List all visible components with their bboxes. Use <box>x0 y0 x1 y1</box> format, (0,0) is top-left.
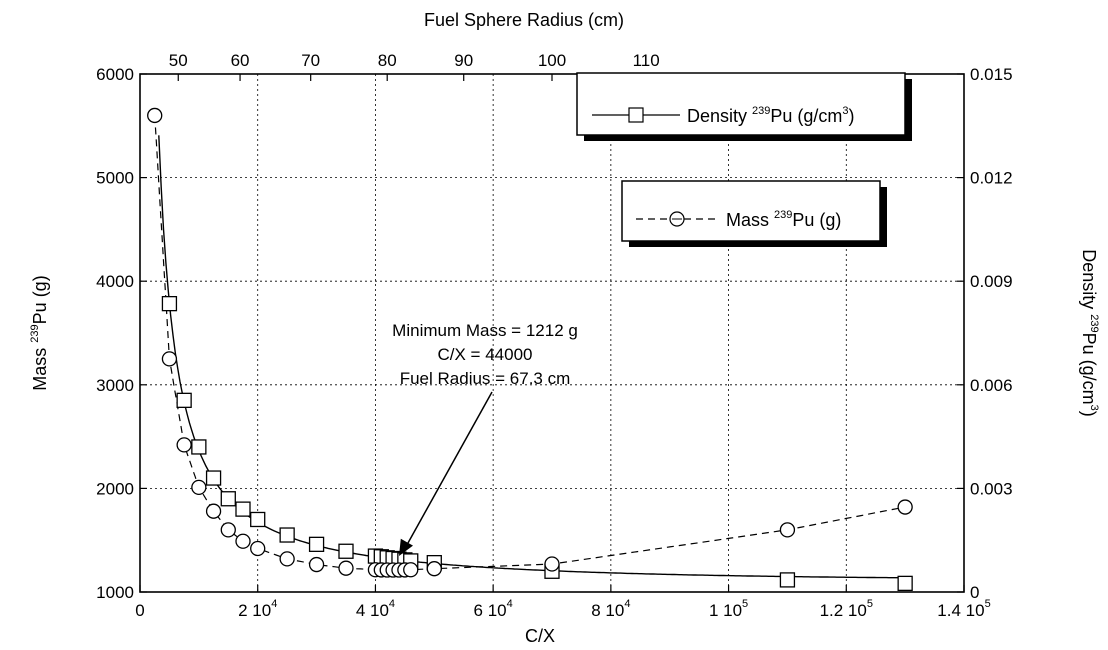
mass-point <box>544 556 560 572</box>
legend-square-marker <box>628 107 644 123</box>
y-left-tick-label: 6000 <box>96 65 134 84</box>
y-right-tick-label: 0 <box>970 583 979 602</box>
mass-point <box>779 522 796 538</box>
x-tick-label: 6 104 <box>474 598 513 620</box>
mass-point <box>403 562 419 578</box>
legend-mass: Mass 239Pu (g) <box>621 180 887 247</box>
density-point <box>250 511 266 528</box>
svg-text:Minimum Mass = 1212 g: Minimum Mass = 1212 g <box>392 321 578 340</box>
y-right-tick-label: 0.015 <box>970 65 1013 84</box>
x-tick-label: 1.4 105 <box>937 598 990 620</box>
mass-point <box>147 107 163 124</box>
x-tick-label: 0 <box>135 601 144 620</box>
y-right-tick-label: 0.012 <box>970 169 1013 188</box>
y-left-tick-label: 4000 <box>96 272 134 291</box>
y-left-axis-title: Mass 239Pu (g) <box>29 275 50 390</box>
density-point <box>161 295 178 312</box>
x-tick-label: 4 104 <box>356 598 395 620</box>
density-point <box>220 491 236 507</box>
svg-text:C/X = 44000: C/X = 44000 <box>438 345 533 364</box>
annotation-arrowhead <box>398 538 413 557</box>
top-tick-label: 70 <box>301 51 320 70</box>
x-tick-label: 1 105 <box>709 598 748 620</box>
mass-point <box>897 499 913 515</box>
density-point <box>235 501 251 517</box>
mass-point <box>426 561 442 577</box>
top-tick-label: 110 <box>633 51 660 70</box>
mass-point <box>205 503 222 519</box>
density-point <box>176 392 192 408</box>
x-axis-title: C/X <box>525 626 555 646</box>
svg-text:Mass 239Pu (g): Mass 239Pu (g) <box>726 209 841 230</box>
x-tick-label: 1.2 105 <box>820 598 873 620</box>
y-right-tick-label: 0.006 <box>970 376 1013 395</box>
top-tick-label: 100 <box>538 51 566 70</box>
svg-text:Fuel Radius = 67.3 cm: Fuel Radius = 67.3 cm <box>400 369 571 388</box>
mass-point <box>338 560 354 576</box>
density-point <box>338 543 354 559</box>
y-left-tick-label: 3000 <box>96 376 134 395</box>
svg-text:Density 239Pu (g/cm3): Density 239Pu (g/cm3) <box>687 105 855 126</box>
y-right-tick-label: 0.009 <box>970 272 1013 291</box>
data-markers <box>147 107 913 592</box>
density-point <box>279 527 295 543</box>
density-point <box>191 439 207 455</box>
y-right-tick-label: 0.003 <box>970 479 1013 498</box>
top-tick-label: 90 <box>454 51 473 70</box>
y-left-tick-label: 1000 <box>96 583 134 602</box>
gridlines <box>140 74 964 592</box>
top-tick-label: 50 <box>169 51 188 70</box>
y-right-axis-title: Density 239Pu (g/cm3) <box>1079 249 1100 417</box>
top-tick-label: 60 <box>231 51 250 70</box>
mass-fit-line <box>154 115 906 571</box>
mass-point <box>279 551 295 567</box>
legend-density: Density 239Pu (g/cm3) <box>576 72 912 141</box>
mass-point <box>191 479 207 496</box>
top-tick-label: 80 <box>378 51 397 70</box>
y-left-tick-label: 5000 <box>96 169 134 188</box>
mass-point <box>250 540 266 557</box>
minimum-mass-annotation: Minimum Mass = 1212 g C/X = 44000 Fuel R… <box>392 321 578 557</box>
density-point <box>779 572 796 588</box>
mass-point <box>161 351 178 367</box>
x-tick-label: 8 104 <box>591 598 630 620</box>
y-left-tick-label: 2000 <box>96 479 134 498</box>
density-point <box>205 470 222 486</box>
mass-point <box>235 533 251 549</box>
density-point <box>308 536 325 552</box>
mass-point <box>308 556 325 573</box>
top-axis-title: Fuel Sphere Radius (cm) <box>424 10 624 30</box>
mass-point <box>176 437 192 453</box>
density-point <box>897 575 913 592</box>
annotation-arrow <box>402 391 493 553</box>
x-tick-label: 2 104 <box>238 598 277 620</box>
mass-point <box>220 522 236 538</box>
